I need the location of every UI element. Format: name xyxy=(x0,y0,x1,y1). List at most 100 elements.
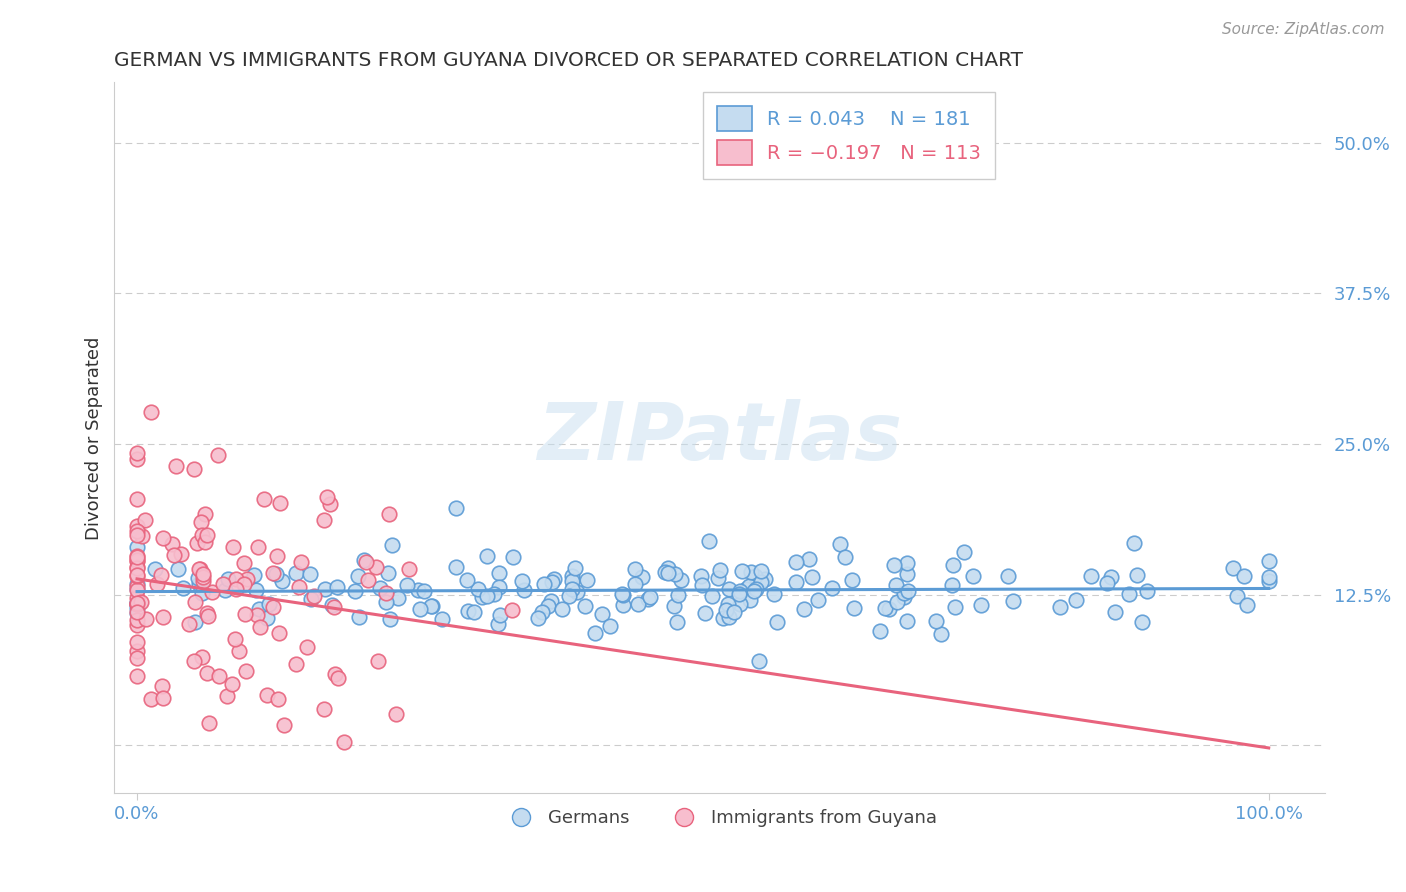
Point xyxy=(612,598,634,612)
Point xyxy=(273,718,295,732)
Point xyxy=(125,554,148,568)
Point xyxy=(125,583,148,598)
Point xyxy=(477,549,499,563)
Point xyxy=(253,491,276,506)
Point xyxy=(444,559,467,574)
Point xyxy=(370,581,392,595)
Point xyxy=(217,690,239,704)
Point xyxy=(486,617,509,632)
Point xyxy=(315,490,337,504)
Point xyxy=(152,531,174,545)
Point xyxy=(384,706,406,721)
Point xyxy=(1130,615,1153,630)
Point xyxy=(160,537,183,551)
Point xyxy=(246,608,269,623)
Point xyxy=(125,567,148,582)
Point xyxy=(246,540,269,554)
Point xyxy=(262,600,284,615)
Point xyxy=(728,587,751,601)
Point xyxy=(711,610,734,624)
Point xyxy=(194,534,217,549)
Point xyxy=(945,600,967,615)
Point xyxy=(745,582,768,596)
Point xyxy=(233,556,256,570)
Point xyxy=(574,599,596,613)
Point xyxy=(125,596,148,610)
Point xyxy=(420,599,443,613)
Point xyxy=(883,558,905,572)
Point xyxy=(326,671,349,685)
Point xyxy=(125,582,148,596)
Point xyxy=(734,582,756,597)
Point xyxy=(1257,570,1279,584)
Point xyxy=(191,585,214,599)
Point xyxy=(125,635,148,649)
Point xyxy=(409,602,432,616)
Point xyxy=(125,553,148,567)
Point xyxy=(228,644,250,658)
Point xyxy=(217,572,239,586)
Point xyxy=(471,590,494,604)
Point xyxy=(357,573,380,587)
Point xyxy=(125,528,148,542)
Point xyxy=(697,533,720,548)
Point xyxy=(299,591,322,606)
Point xyxy=(484,587,506,601)
Point xyxy=(201,585,224,599)
Point xyxy=(387,591,409,606)
Point xyxy=(125,524,148,538)
Point xyxy=(624,577,647,591)
Point xyxy=(884,578,907,592)
Point xyxy=(187,571,209,585)
Point xyxy=(264,567,287,582)
Point xyxy=(125,446,148,460)
Point xyxy=(540,594,562,608)
Point xyxy=(893,586,915,600)
Point xyxy=(125,492,148,507)
Point xyxy=(1104,605,1126,619)
Point xyxy=(970,599,993,613)
Point xyxy=(748,654,770,668)
Point xyxy=(225,582,247,597)
Point xyxy=(834,550,856,565)
Point xyxy=(256,611,278,625)
Point xyxy=(177,617,200,632)
Point xyxy=(125,597,148,611)
Point xyxy=(245,582,267,597)
Point xyxy=(610,587,633,601)
Point xyxy=(931,627,953,641)
Point xyxy=(125,560,148,574)
Point xyxy=(125,569,148,583)
Point xyxy=(925,614,948,628)
Point xyxy=(131,529,153,543)
Point xyxy=(457,603,479,617)
Point xyxy=(150,679,173,693)
Point xyxy=(347,568,370,582)
Point xyxy=(1226,589,1249,603)
Point xyxy=(406,583,429,598)
Point xyxy=(624,561,647,575)
Point xyxy=(249,620,271,634)
Point xyxy=(193,574,215,588)
Point xyxy=(657,561,679,575)
Point xyxy=(627,597,650,611)
Point xyxy=(298,567,321,582)
Point xyxy=(666,588,689,602)
Point xyxy=(270,574,292,588)
Point xyxy=(731,564,754,578)
Point xyxy=(467,582,489,596)
Point xyxy=(197,716,219,731)
Point xyxy=(730,583,752,598)
Point xyxy=(191,650,214,665)
Point xyxy=(243,567,266,582)
Point xyxy=(184,615,207,629)
Point xyxy=(612,589,634,603)
Point xyxy=(419,599,441,614)
Point xyxy=(526,611,548,625)
Point xyxy=(353,553,375,567)
Point xyxy=(637,592,659,607)
Point xyxy=(565,585,588,599)
Point xyxy=(323,599,346,614)
Point xyxy=(221,677,243,691)
Point xyxy=(1080,569,1102,583)
